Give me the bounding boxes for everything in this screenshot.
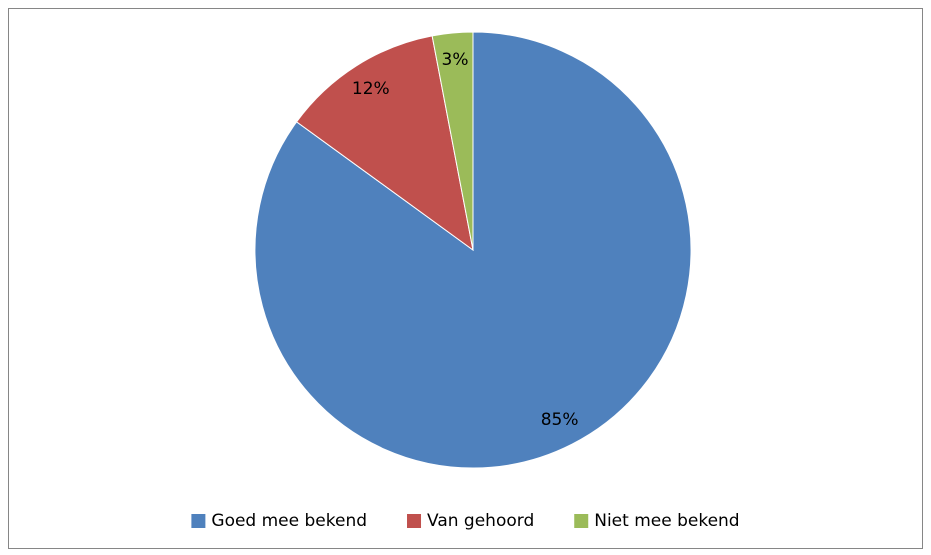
legend-label: Van gehoord — [427, 511, 534, 531]
data-label: 85% — [541, 410, 579, 430]
legend-label: Niet mee bekend — [594, 511, 739, 531]
data-label: 12% — [352, 79, 390, 99]
pie-slice — [295, 35, 474, 252]
legend-swatch — [574, 514, 589, 528]
legend-label: Goed mee bekend — [211, 511, 367, 531]
legend-swatch — [407, 514, 422, 528]
data-label: 3% — [442, 50, 469, 70]
legend-swatch — [191, 514, 206, 528]
pie-slice — [431, 31, 474, 251]
